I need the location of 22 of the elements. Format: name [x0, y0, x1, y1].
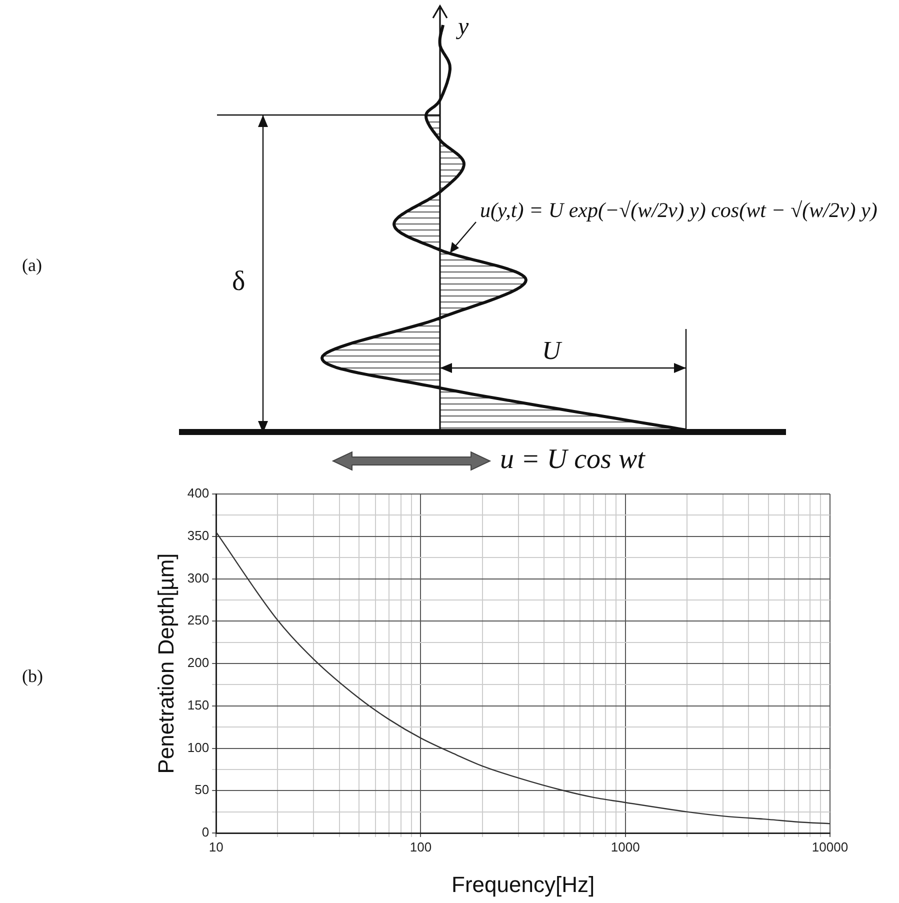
text: U	[542, 336, 561, 365]
text: y	[458, 14, 469, 40]
y-tick-label: 350	[187, 528, 210, 543]
text: u(y,t) = U exp(−√(w/2v) y) cos(wt − √(w/2v) y)	[480, 198, 878, 222]
x-tick-label: 10	[208, 839, 224, 854]
y-tick-label: 50	[194, 782, 210, 798]
y-tick-label: 200	[187, 655, 210, 670]
x-tick-label: 1000	[610, 839, 640, 854]
x-tick-label: 10000	[812, 839, 848, 854]
text: (a)	[22, 255, 42, 275]
text: (b)	[22, 666, 43, 686]
y-tick-label: 100	[187, 740, 210, 755]
text: δ	[232, 266, 246, 297]
y-tick-label: 0	[202, 824, 210, 840]
y-tick-label: 400	[187, 486, 210, 501]
x-axis-title: Frequency[Hz]	[452, 872, 595, 897]
y-tick-label: 300	[187, 570, 210, 586]
y-tick-label: 250	[187, 612, 210, 628]
y-tick-label: 150	[187, 697, 210, 712]
y-axis-title: Penetration Depth[µm]	[153, 553, 178, 774]
x-tick-label: 100	[410, 839, 432, 854]
text: u = U cos wt	[500, 444, 645, 475]
